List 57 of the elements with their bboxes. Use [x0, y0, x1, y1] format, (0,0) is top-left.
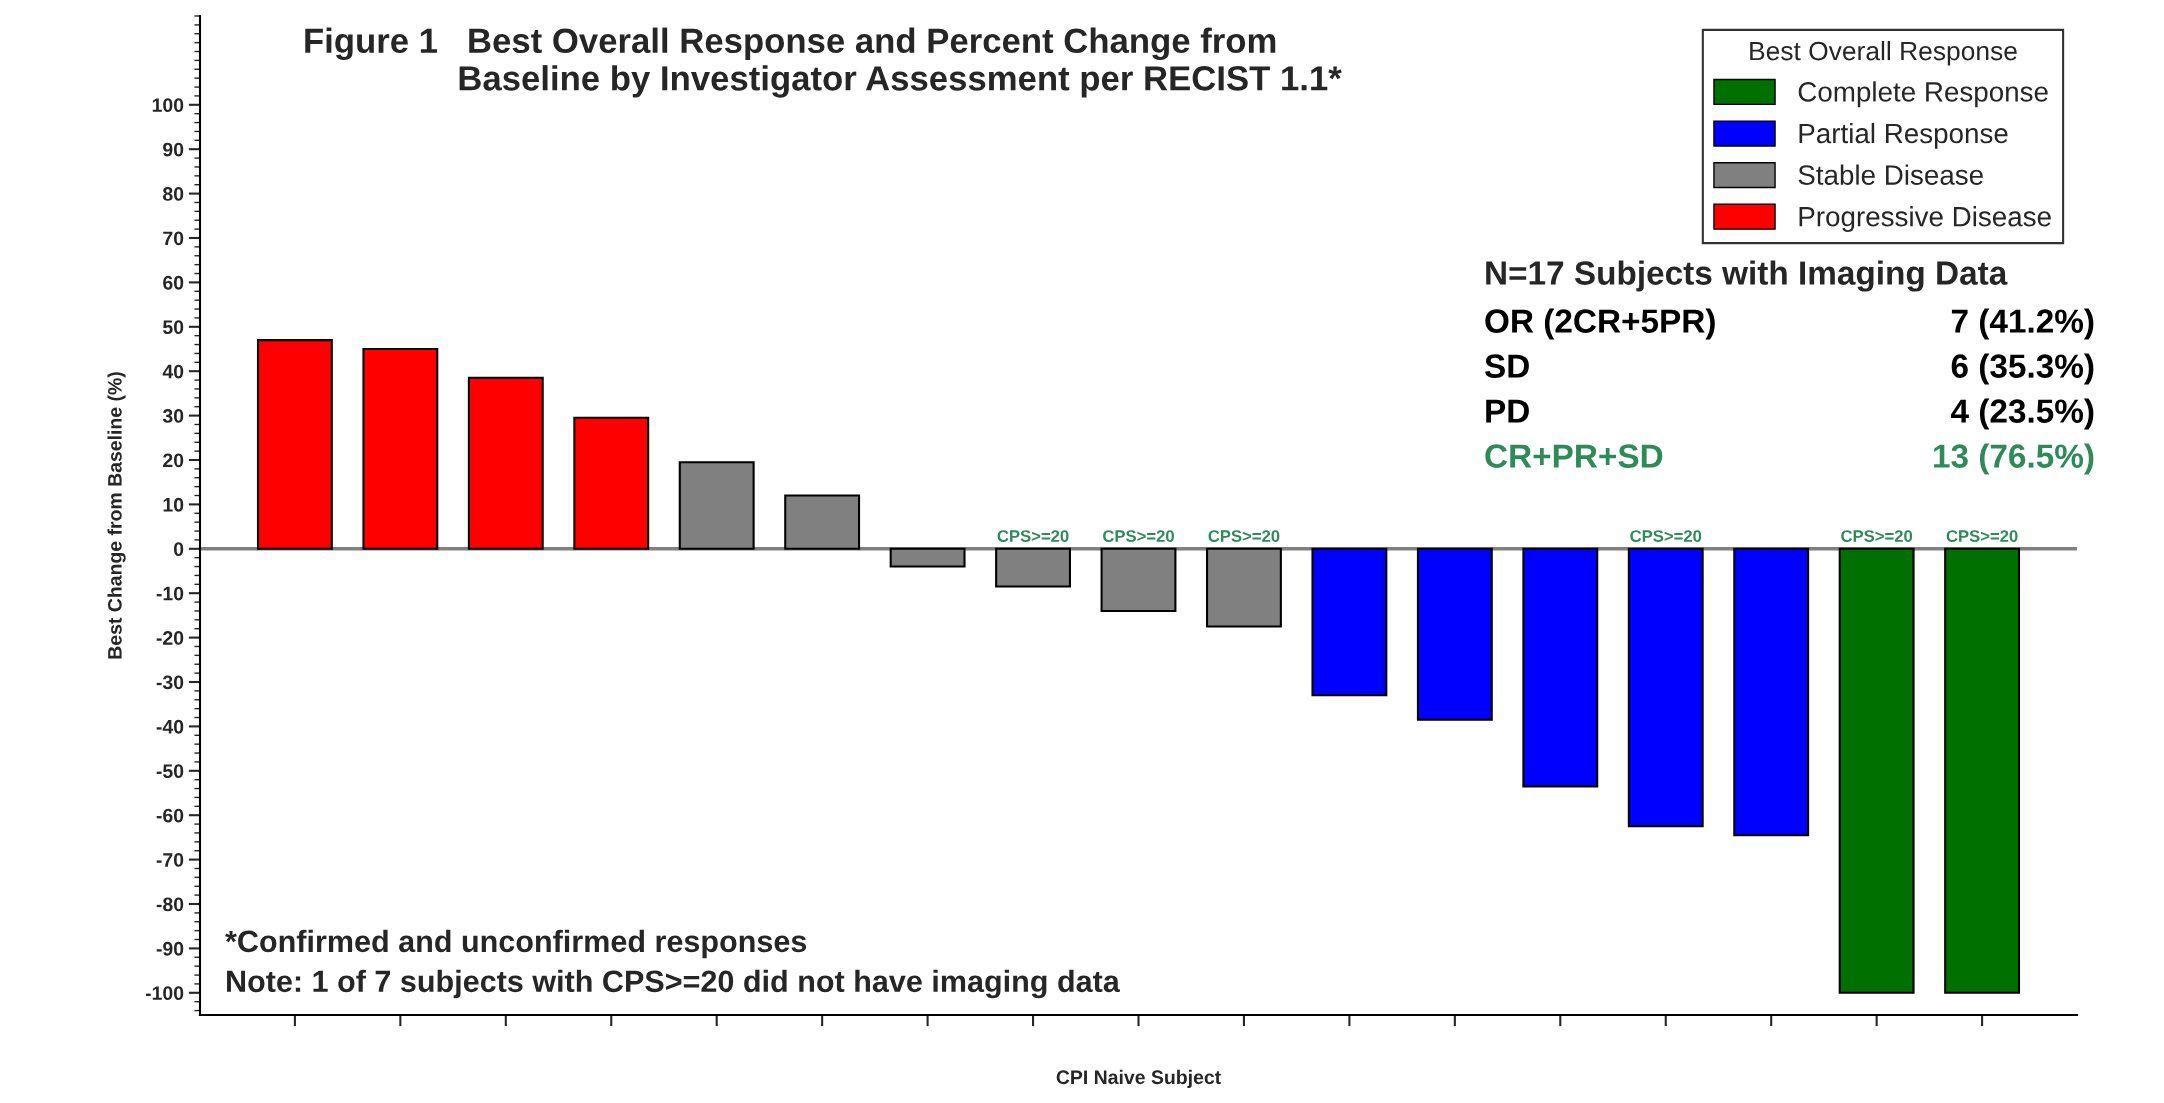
- annotation: 4 (23.5%): [1951, 398, 2094, 430]
- bar: [1838, 547, 1915, 994]
- text: Figure 1 Best Overall Response and Percent Change from Baseline by Investigator Assessment per RECIST 1.1*: [305, 27, 1342, 98]
- annotation: *Confirmed and unconfirmed responses: [225, 929, 807, 959]
- annotation: OR (2CR+5PR): [1485, 308, 1715, 340]
- annotation: SD: [1484, 354, 1529, 378]
- bar: [1944, 547, 2021, 994]
- y-tick-label: -90: [156, 941, 184, 956]
- y-tick-label: 90: [163, 142, 184, 157]
- legend-label: Stable Disease: [1798, 164, 1983, 185]
- y-tick-label: -70: [156, 853, 184, 867]
- data-label: CPS>=20: [1103, 530, 1174, 542]
- bar: [467, 376, 544, 550]
- bar: [1522, 547, 1599, 788]
- data-label: CPS>=20: [1208, 530, 1280, 542]
- legend-label: Partial Response: [1799, 122, 2008, 149]
- legend-label: Complete Response: [1798, 81, 2048, 108]
- annotation: 13 (76.5%): [1934, 443, 2094, 475]
- bar: [573, 416, 650, 550]
- data-label: CPS>=20: [1630, 530, 1702, 542]
- y-tick-label: 40: [162, 364, 184, 379]
- annotation: N=17 Subjects with Imaging Data: [1486, 260, 2008, 292]
- data-label: CPS>=20: [997, 530, 1069, 542]
- data-label: CPS>=20: [1841, 530, 1913, 542]
- y-tick-label: -30: [156, 675, 184, 690]
- y-tick-label: 50: [163, 320, 184, 335]
- y-tick-label: -50: [156, 764, 184, 779]
- y-tick-label: -20: [156, 631, 184, 645]
- bar: [362, 347, 439, 550]
- y-tick-label: -40: [156, 719, 184, 734]
- data-label: CPS>=20: [1946, 530, 2018, 542]
- y-tick-label: 0: [173, 542, 184, 557]
- y-tick-label: -60: [156, 808, 184, 823]
- bar: [1311, 547, 1388, 697]
- annotation: CR+PR+SD: [1485, 444, 1663, 468]
- annotation: 6 (35.3%): [1951, 353, 2094, 385]
- bar: [1733, 547, 1810, 837]
- legend-title: Best Overall Response: [1750, 41, 2017, 66]
- y-tick-label: 10: [163, 497, 184, 512]
- bar: [256, 339, 333, 550]
- y-tick-label: 30: [162, 409, 184, 423]
- y-tick-label: 60: [163, 275, 184, 290]
- y-tick-label: 80: [163, 187, 184, 201]
- y-tick-label: 70: [163, 231, 184, 246]
- annotation: 7 (41.2%): [1951, 308, 2094, 340]
- y-tick-label: 20: [163, 453, 184, 468]
- y-tick-label: -10: [156, 586, 184, 601]
- y-tick-label: -80: [156, 897, 184, 912]
- bar: [1416, 547, 1493, 721]
- y-axis-title: Best Change from Baseline (%): [107, 372, 126, 659]
- annotation: Note: 1 of 7 subjects with CPS>=20 did not have imaging data: [227, 969, 1120, 999]
- x-axis-title: CPI Naive Subject: [1056, 1069, 1221, 1088]
- y-tick-label: 100: [152, 98, 184, 113]
- legend-label: Progressive Disease: [1799, 206, 2051, 232]
- y-tick-label: -100: [145, 986, 184, 1001]
- annotation: PD: [1486, 399, 1529, 423]
- bar: [1627, 547, 1704, 828]
